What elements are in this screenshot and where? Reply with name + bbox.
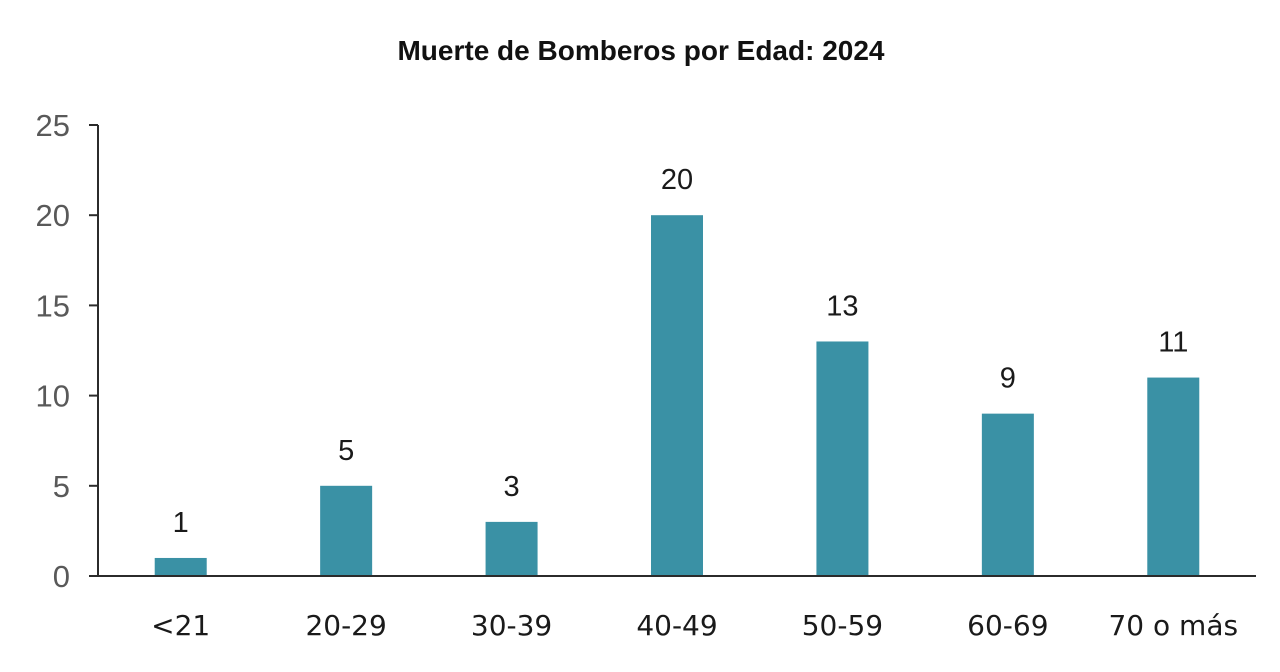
- bar-value-label: 5: [338, 435, 354, 467]
- bar-value-label: 3: [504, 471, 520, 503]
- y-axis: 0 5 10 15 20 25: [36, 108, 99, 594]
- y-tick-label: 5: [53, 469, 70, 504]
- bar-value-label: 11: [1158, 327, 1188, 359]
- x-tick-label: 70 o más: [1108, 609, 1238, 642]
- y-tick-label: 0: [53, 559, 70, 594]
- chart-title: Muerte de Bomberos por Edad: 2024: [397, 35, 884, 66]
- bar: [320, 485, 373, 576]
- bars-group: [154, 215, 1200, 576]
- x-tick-label: 50-59: [802, 609, 883, 642]
- y-tick-label: 10: [36, 379, 70, 414]
- x-axis: <21 20-29 30-39 40-49 50-59 60-69 70 o más: [98, 575, 1256, 642]
- bar: [154, 557, 207, 576]
- bar: [816, 341, 869, 576]
- x-tick-label: <21: [151, 609, 210, 642]
- bar: [1147, 377, 1200, 576]
- y-tick-label: 25: [36, 108, 70, 143]
- x-tick-label: 30-39: [471, 609, 552, 642]
- bar: [651, 215, 703, 576]
- bar-value-label: 1: [173, 507, 189, 539]
- bar: [485, 521, 538, 576]
- bar-value-label: 13: [826, 290, 858, 322]
- y-tick-label: 15: [36, 288, 70, 323]
- y-tick-label: 20: [36, 198, 70, 233]
- bar-value-label: 20: [661, 164, 693, 196]
- data-labels-group: 1 5 3 20 13 9 11: [173, 164, 1189, 539]
- bar: [981, 413, 1034, 576]
- x-tick-label: 60-69: [967, 609, 1048, 642]
- bar-value-label: 9: [1000, 363, 1016, 395]
- x-tick-label: 40-49: [636, 609, 717, 642]
- x-tick-label: 20-29: [305, 609, 386, 642]
